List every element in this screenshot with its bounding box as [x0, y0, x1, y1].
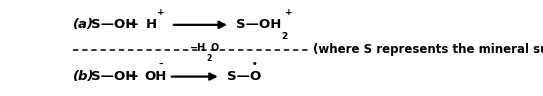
Text: O: O [211, 43, 219, 53]
Text: S—OH: S—OH [236, 18, 282, 31]
Text: –: – [159, 60, 163, 69]
Text: OH: OH [144, 70, 167, 83]
Text: S—OH: S—OH [91, 18, 136, 31]
Text: 2: 2 [206, 54, 211, 63]
Text: +: + [128, 18, 138, 31]
Text: (b): (b) [73, 70, 94, 83]
Text: H: H [146, 18, 157, 31]
Text: +: + [157, 9, 165, 17]
Text: •: • [252, 60, 258, 69]
Text: −H: −H [190, 43, 206, 53]
Text: (where S represents the mineral surface): (where S represents the mineral surface) [313, 43, 543, 56]
Text: +: + [128, 70, 138, 83]
Text: (a): (a) [73, 18, 94, 31]
Text: S—OH: S—OH [91, 70, 136, 83]
Text: +: + [286, 9, 293, 17]
Text: S—O: S—O [227, 70, 261, 83]
Text: 2: 2 [281, 32, 287, 41]
